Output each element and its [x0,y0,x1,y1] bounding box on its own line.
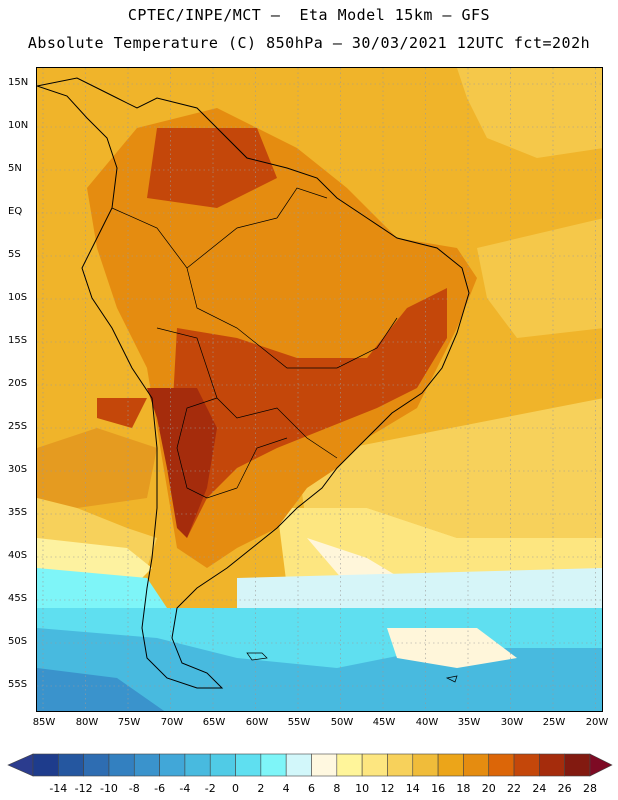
lon-label: 50W [330,717,354,728]
lon-label: 20W [585,717,609,728]
colorbar-swatch [83,753,110,777]
lon-label: 55W [287,717,311,728]
hot-patch-pacific [97,398,147,428]
band-minus4-south-west [37,668,165,711]
colorbar-swatch [488,753,515,777]
lat-label: 40S [8,550,28,561]
lat-label: 45S [8,593,28,604]
colorbar-tick-label: -12 [74,782,93,795]
graticule [37,68,602,711]
lat-label: 30S [8,464,28,475]
colorbar-tick-label: 10 [355,782,370,795]
lon-label: 80W [75,717,99,728]
colorbar-tick-label: 4 [282,782,290,795]
band-14-east [297,398,602,538]
lon-label: 45W [372,717,396,728]
lat-label: 50S [8,636,28,647]
colorbar-swatch [159,753,186,777]
colorbar-swatch [539,753,565,777]
lon-label: 25W [542,717,566,728]
colorbar-tick-label: -6 [154,782,166,795]
colorbar-tick-label: 8 [333,782,341,795]
colorbar-tick-label: -10 [99,782,118,795]
colorbar-tick-label: 16 [431,782,446,795]
lat-label: 55S [8,679,28,690]
colorbar-tick-label: 12 [380,782,395,795]
colorbar-swatch [32,753,59,777]
colorbar-swatch [463,753,490,777]
colorbar-tick-label: -4 [179,782,191,795]
title-line-2: Absolute Temperature (C) 850hPa – 30/03/… [27,34,591,52]
lat-label: 5N [8,163,22,174]
colorbar-tick-label: 28 [583,782,597,795]
lat-label: 10S [8,292,28,303]
lat-label: 25S [8,421,28,432]
title-line-1: CPTEC/INPE/MCT – Eta Model 15km – GFS [127,6,491,24]
map-canvas [37,68,602,711]
lon-label: 35W [457,717,481,728]
colorbar-tick-label: 26 [557,782,572,795]
falkland-islands [246,652,458,683]
colorbar-swatch [311,753,338,777]
colorbar-swatch [564,753,591,777]
hot-core-chaco [147,388,217,538]
colorbar-tick-label: -8 [128,782,140,795]
lat-label: 15N [8,77,29,88]
colorbar-swatch [58,753,84,777]
colorbar-swatch [387,753,414,777]
colorbar-tick-label: 0 [232,782,240,795]
country-borders [111,187,398,499]
hot-patch-north [147,128,277,208]
lat-label: 15S [8,335,28,346]
warm-ocean-patch-east [477,218,602,338]
colorbar [7,753,613,777]
warm-tongue-south-atlantic [387,628,517,668]
lat-label: 20S [8,378,28,389]
lon-label: 65W [202,717,226,728]
lon-label: 85W [32,717,56,728]
lon-label: 30W [500,717,524,728]
colorbar-swatch [336,753,363,777]
colorbar-tick-label: 22 [507,782,522,795]
colorbar-under-arrow [7,753,34,777]
colorbar-tick-label: 18 [456,782,471,795]
band-20-west [37,428,157,508]
hot-core-interior [172,288,447,538]
colorbar-tick-label: 6 [308,782,315,795]
temperature-map [36,67,603,712]
colorbar-swatch [361,753,388,777]
colorbar-swatch [133,753,160,777]
colorbar-swatch [285,753,312,777]
colorbar-tick-label: 24 [532,782,547,795]
colorbar-swatch [209,753,236,777]
lat-label: 5S [8,249,21,260]
colorbar-tick-label: 14 [405,782,420,795]
colorbar-swatch [412,753,439,777]
colorbar-swatch [437,753,464,777]
colorbar-over-arrow [589,753,613,777]
colorbar-tick-label: -2 [204,782,216,795]
lon-label: 40W [415,717,439,728]
warm-ocean-patch-north-east [457,68,602,158]
colorbar-swatch [184,753,211,777]
colorbar-swatch [513,753,540,777]
lat-label: 35S [8,507,28,518]
lat-label: 10N [8,120,29,131]
lat-label: EQ [8,206,23,217]
lon-label: 70W [160,717,184,728]
colorbar-tick-label: 2 [257,782,265,795]
colorbar-tick-label: -14 [49,782,68,795]
colorbar-swatch [235,753,262,777]
colorbar-tick-label: 20 [481,782,496,795]
colorbar-swatch [260,753,287,777]
colorbar-swatch [108,753,135,777]
coastline-south-america [37,77,470,689]
lon-label: 75W [117,717,141,728]
lon-label: 60W [245,717,269,728]
